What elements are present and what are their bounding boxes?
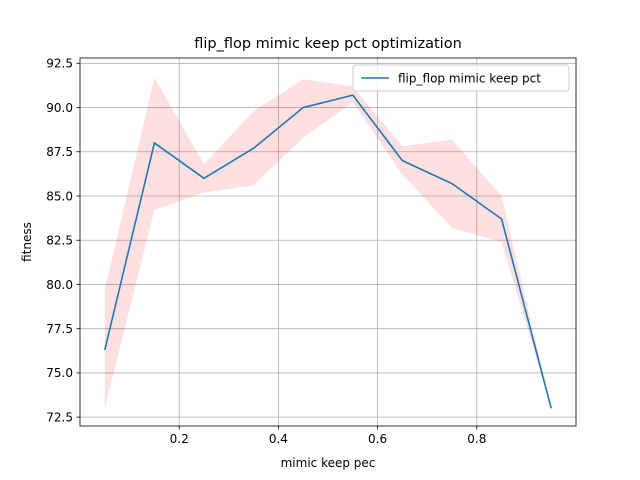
x-axis-label: mimic keep pec <box>281 456 376 470</box>
legend: flip_flop mimic keep pct <box>352 64 570 92</box>
y-tick-label: 80.0 <box>46 278 73 292</box>
x-tick-label: 0.4 <box>269 432 288 446</box>
y-tick-label: 82.5 <box>46 234 73 248</box>
x-tick-label: 0.8 <box>467 432 486 446</box>
y-tick-label: 92.5 <box>46 57 73 71</box>
y-tick-label: 72.5 <box>46 410 73 424</box>
legend-entry: flip_flop mimic keep pct <box>398 72 541 86</box>
axis-ticks: 0.2 0.4 0.6 0.8 72.5 75.0 77.5 80.0 82.5 85.0 87.5… <box>46 57 486 446</box>
chart-title: flip_flop mimic keep pct optimization <box>194 36 462 52</box>
y-tick-label: 90.0 <box>46 101 73 115</box>
y-tick-label: 85.0 <box>46 189 73 203</box>
x-tick-label: 0.2 <box>170 432 189 446</box>
plot-area-frame <box>79 57 577 427</box>
confidence-band <box>104 77 552 409</box>
confidence-band-layer <box>104 77 552 409</box>
y-axis-label: fitness <box>20 222 34 262</box>
x-tick-label: 0.6 <box>368 432 387 446</box>
legend-box <box>352 64 570 92</box>
series-line-layer <box>104 94 552 409</box>
y-tick-label: 75.0 <box>46 366 73 380</box>
y-tick-label: 77.5 <box>46 322 73 336</box>
series-line <box>104 94 552 409</box>
y-tick-label: 87.5 <box>46 145 73 159</box>
grid-lines <box>80 58 576 426</box>
